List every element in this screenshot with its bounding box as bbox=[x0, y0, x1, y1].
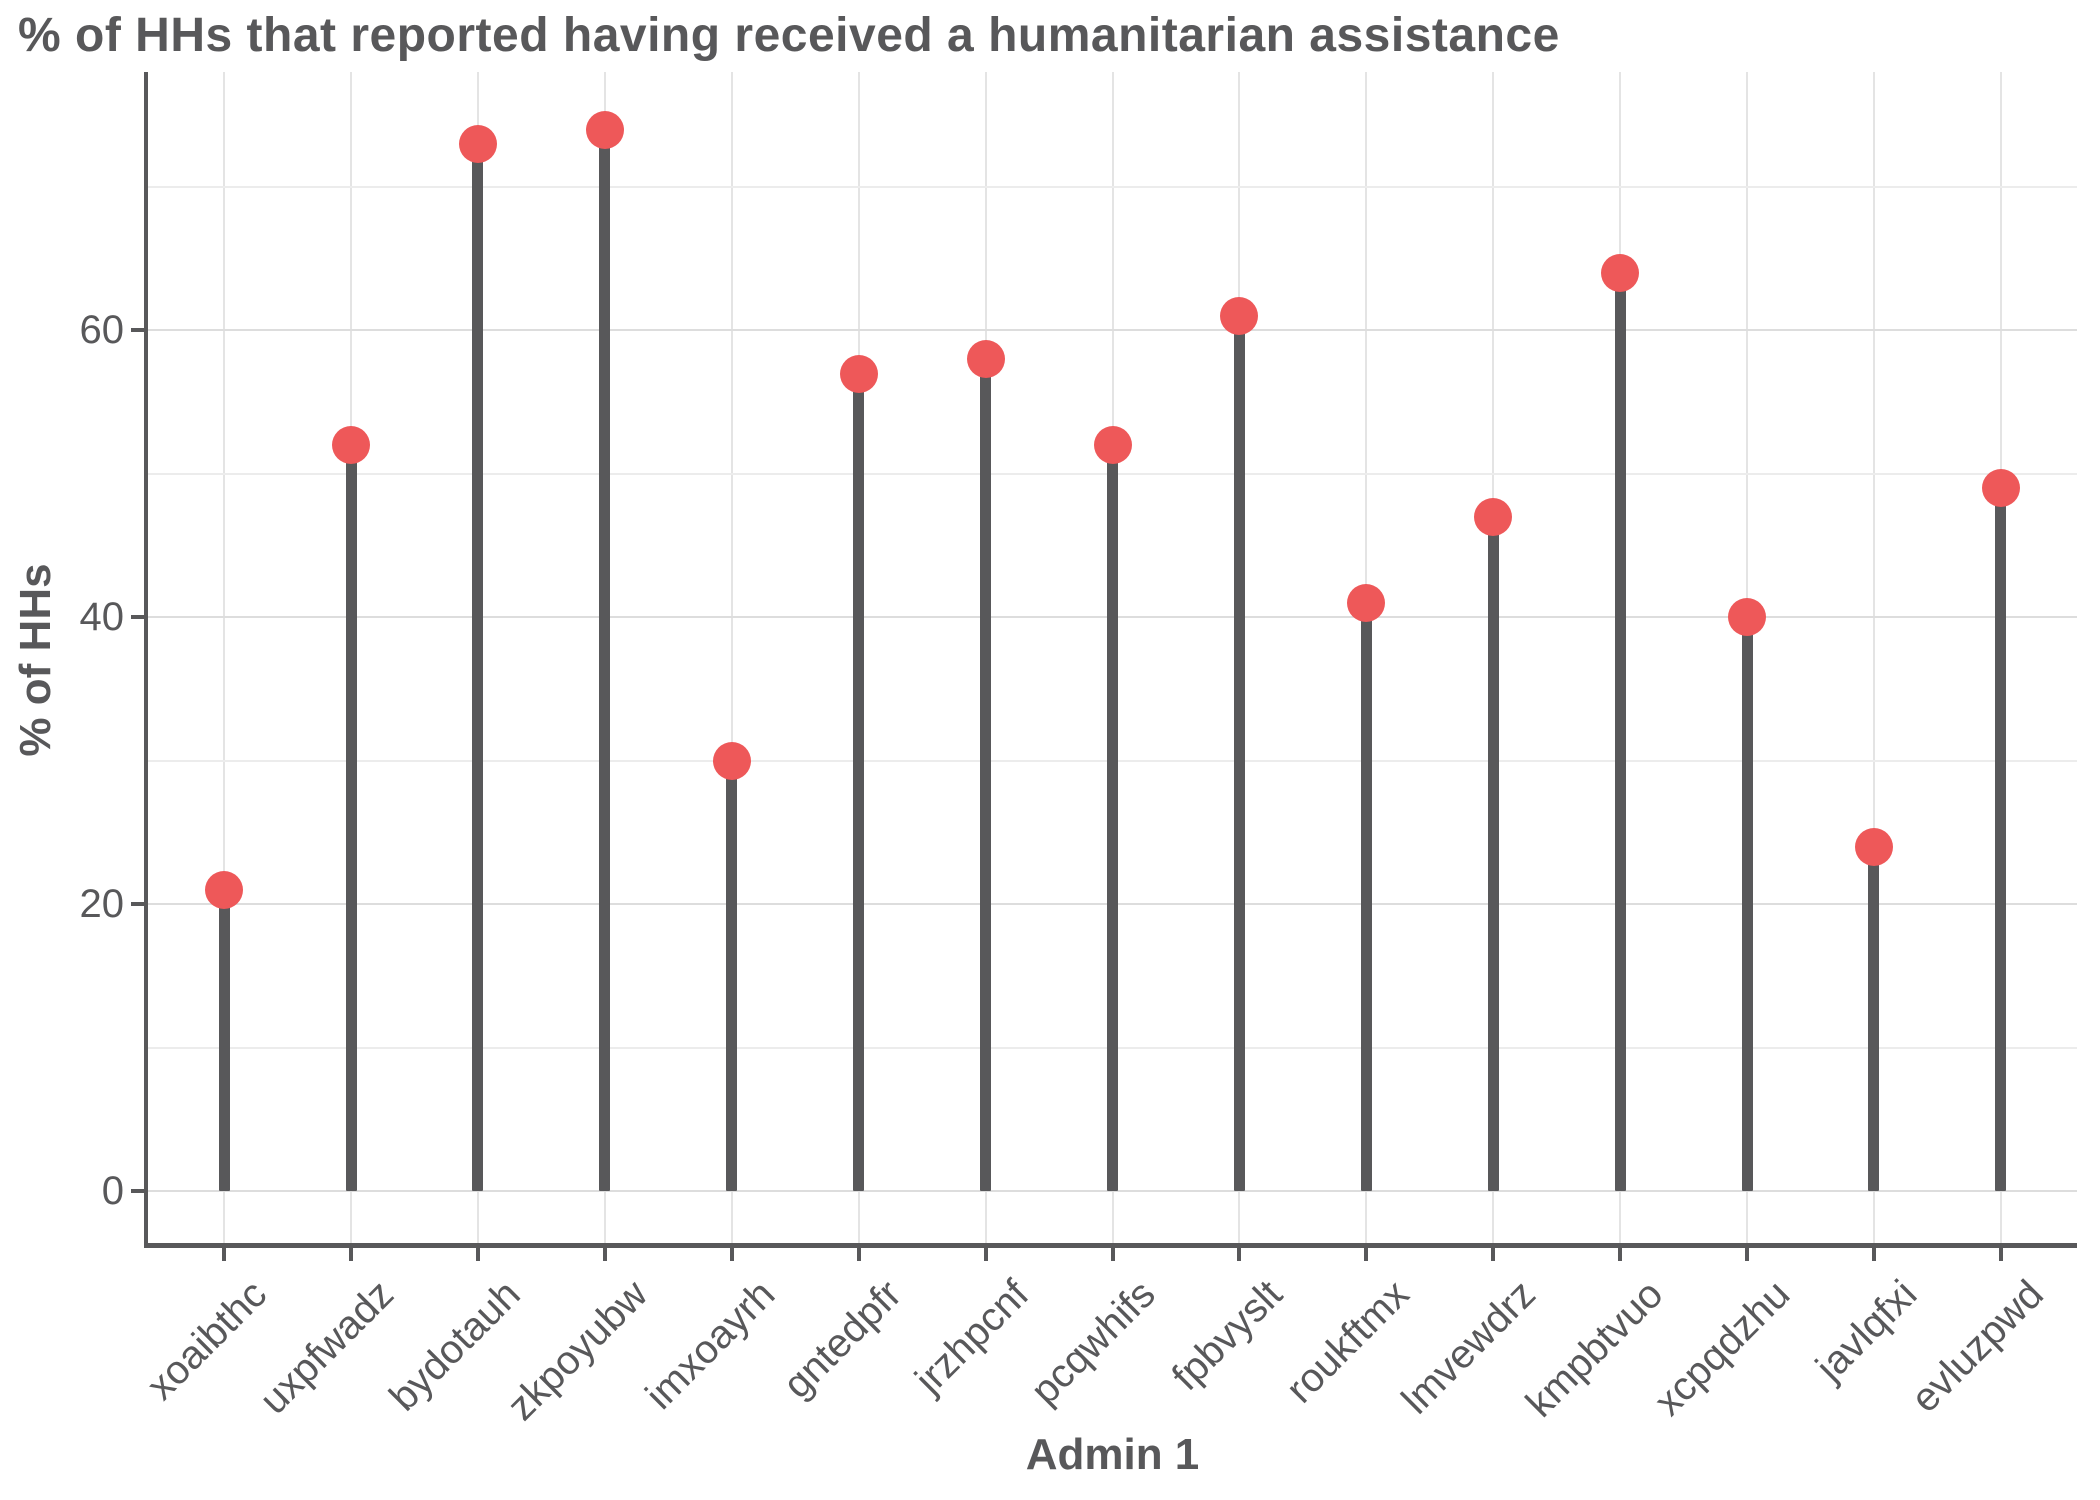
lollipop-dot bbox=[1728, 598, 1767, 637]
lollipop-stem bbox=[1487, 516, 1499, 1191]
y-tick-mark bbox=[131, 328, 144, 333]
x-tick-label: xcpqdzhu bbox=[1645, 1272, 1799, 1425]
lollipop-dot bbox=[1347, 583, 1386, 622]
lollipop-dot bbox=[1474, 497, 1513, 536]
lollipop-dot bbox=[332, 426, 371, 465]
x-tick-label: javlqfxi bbox=[1807, 1272, 1926, 1390]
x-tick-mark bbox=[1237, 1248, 1242, 1261]
gridline-major-y bbox=[148, 1190, 2077, 1192]
x-tick-label: uxpfwadz bbox=[251, 1272, 403, 1423]
lollipop-dot bbox=[966, 340, 1005, 379]
x-tick-mark bbox=[983, 1248, 988, 1261]
lollipop-dot bbox=[1093, 426, 1132, 465]
x-tick-mark bbox=[1491, 1248, 1496, 1261]
lollipop-stem bbox=[218, 889, 230, 1191]
chart-title: % of HHs that reported having received a… bbox=[18, 9, 1560, 62]
lollipop-stem bbox=[1995, 488, 2007, 1191]
x-tick-label: gntedpfr bbox=[774, 1272, 910, 1407]
lollipop-dot bbox=[1854, 827, 1893, 866]
lollipop-dot bbox=[205, 870, 244, 909]
x-axis-title: Admin 1 bbox=[1025, 1430, 1200, 1479]
x-tick-mark bbox=[1364, 1248, 1369, 1261]
lollipop-stem bbox=[726, 760, 738, 1191]
x-tick-mark bbox=[1110, 1248, 1115, 1261]
lollipop-dot bbox=[712, 741, 751, 780]
y-tick-mark bbox=[131, 902, 144, 907]
x-tick-mark bbox=[1998, 1248, 2003, 1261]
y-tick-mark bbox=[131, 1189, 144, 1193]
lollipop-dot bbox=[458, 125, 497, 164]
x-tick-mark bbox=[222, 1248, 227, 1261]
gridline-vertical bbox=[1872, 72, 1875, 1243]
lollipop-stem bbox=[345, 445, 357, 1191]
x-tick-mark bbox=[602, 1248, 607, 1261]
x-tick-label: jrzhpcnf bbox=[906, 1272, 1037, 1403]
lollipop-dot bbox=[585, 110, 624, 149]
lollipop-stem bbox=[853, 373, 865, 1191]
lollipop-stem bbox=[1741, 617, 1753, 1191]
lollipop-stem bbox=[1107, 445, 1118, 1191]
lollipop-stem bbox=[1233, 316, 1245, 1191]
lollipop-dot bbox=[1220, 297, 1259, 336]
x-tick-mark bbox=[729, 1248, 734, 1261]
gridline-vertical bbox=[730, 72, 733, 1243]
x-tick-mark bbox=[1618, 1248, 1623, 1261]
lollipop-stem bbox=[599, 129, 611, 1191]
x-tick-label: kmpbtvuo bbox=[1517, 1272, 1672, 1426]
y-tick-label: 20 bbox=[79, 882, 125, 927]
y-tick-label: 60 bbox=[79, 308, 125, 353]
x-tick-label: lmvewdrz bbox=[1393, 1272, 1545, 1423]
lollipop-dot bbox=[839, 354, 878, 393]
x-tick-label: pcqwhifs bbox=[1022, 1272, 1164, 1414]
x-tick-label: zkpoyubw bbox=[499, 1272, 656, 1429]
gridline-vertical bbox=[223, 72, 226, 1243]
x-tick-mark bbox=[1745, 1248, 1750, 1261]
x-tick-mark bbox=[475, 1248, 480, 1261]
lollipop-dot bbox=[1981, 469, 2020, 508]
y-axis-line bbox=[144, 72, 148, 1248]
lollipop-stem bbox=[980, 359, 992, 1191]
y-tick-label: 0 bbox=[101, 1169, 124, 1213]
x-axis-line bbox=[144, 1243, 2077, 1248]
lollipop-stem bbox=[1868, 846, 1880, 1191]
y-tick-mark bbox=[131, 615, 144, 620]
y-tick-label: 40 bbox=[79, 595, 125, 640]
lollipop-stem bbox=[472, 144, 484, 1191]
x-tick-label: imxoayrh bbox=[637, 1272, 783, 1418]
x-tick-mark bbox=[1871, 1248, 1876, 1261]
lollipop-dot bbox=[1601, 254, 1640, 293]
lollipop-stem bbox=[1360, 602, 1372, 1191]
x-tick-label: fpbvyslt bbox=[1163, 1272, 1291, 1400]
x-tick-mark bbox=[856, 1248, 861, 1261]
gridline-minor-y bbox=[148, 186, 2077, 189]
gridline-major-y bbox=[148, 329, 2077, 332]
x-tick-mark bbox=[349, 1248, 354, 1261]
lollipop-stem bbox=[1614, 273, 1626, 1191]
x-tick-label: evluzpwd bbox=[1902, 1272, 2052, 1422]
